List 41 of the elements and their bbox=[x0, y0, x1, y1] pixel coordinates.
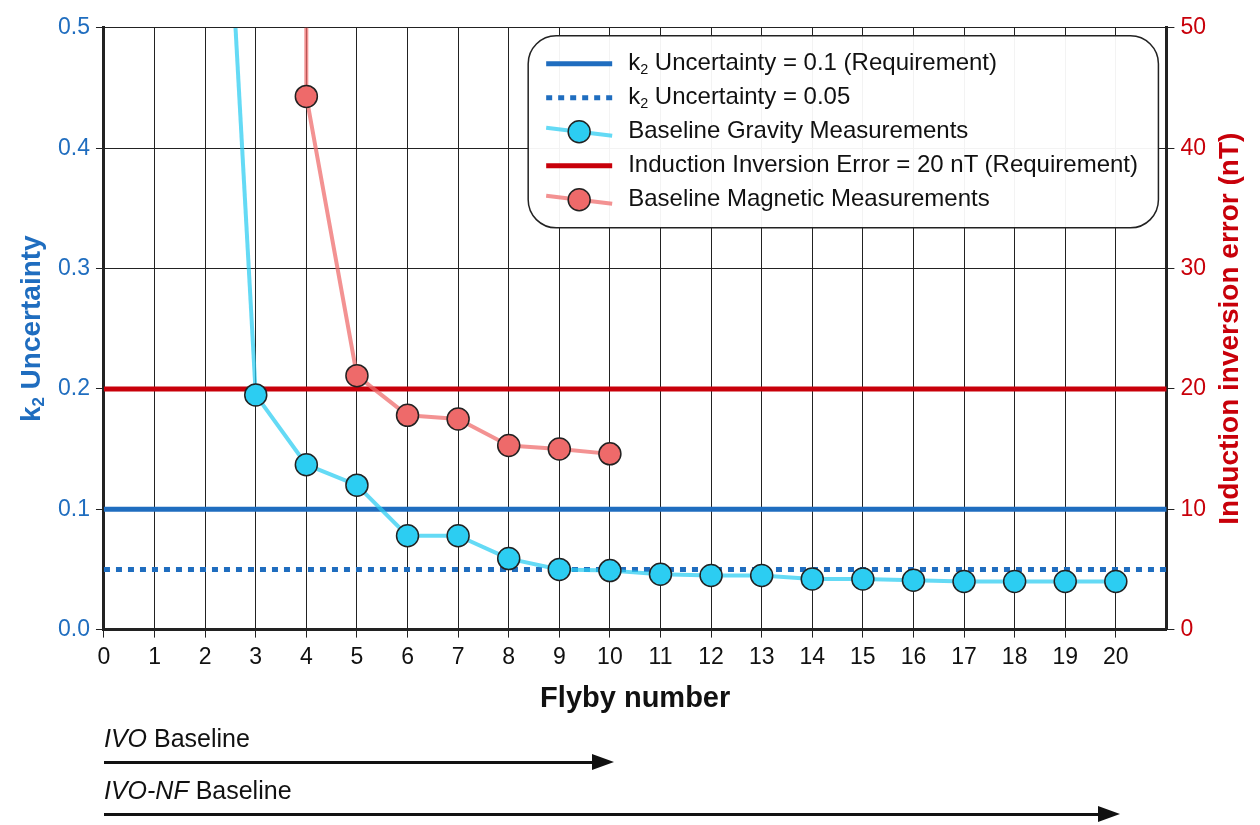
y-tick-label: 0.5 bbox=[57, 13, 90, 40]
y2-tick-label: 20 bbox=[1180, 374, 1207, 401]
x-axis-title: Flyby number bbox=[540, 680, 731, 713]
text: IVO-NF Baseline bbox=[103, 776, 292, 805]
text: IVO Baseline bbox=[103, 724, 250, 753]
x-tick-label: 0 bbox=[97, 642, 111, 669]
x-tick-label: 3 bbox=[249, 642, 263, 669]
x-tick-label: 9 bbox=[552, 642, 566, 669]
x-tick-label: 13 bbox=[748, 642, 775, 669]
x-tick-label: 11 bbox=[648, 642, 673, 669]
x-tick-label: 7 bbox=[451, 642, 465, 669]
y2-tick-label: 10 bbox=[1180, 494, 1207, 521]
x-tick-label: 20 bbox=[1103, 642, 1129, 669]
legend-label: Induction Inversion Error = 20 nT (Requirement) bbox=[628, 150, 1138, 178]
y2-tick-label: 30 bbox=[1180, 253, 1207, 280]
x-tick-label: 14 bbox=[799, 642, 826, 669]
y2-axis-title: Induction inversion error (nT) bbox=[1212, 132, 1244, 525]
y2-tick-label: 0 bbox=[1180, 614, 1194, 641]
legend-label: Baseline Gravity Measurements bbox=[628, 116, 969, 144]
x-tick-label: 17 bbox=[951, 642, 977, 669]
x-tick-label: 1 bbox=[148, 642, 161, 669]
y-tick-label: 0.3 bbox=[57, 253, 90, 280]
x-tick-label: 2 bbox=[198, 642, 212, 669]
x-tick-label: 19 bbox=[1052, 642, 1079, 669]
x-tick-label: 5 bbox=[350, 642, 364, 669]
x-tick-label: 6 bbox=[401, 642, 414, 669]
x-tick-label: 16 bbox=[900, 642, 927, 669]
x-tick-label: 18 bbox=[1001, 642, 1028, 669]
y2-tick-label: 40 bbox=[1180, 133, 1207, 160]
y2-tick-label: 50 bbox=[1180, 13, 1207, 40]
y-tick-label: 0.2 bbox=[57, 374, 90, 401]
y-tick-label: 0.4 bbox=[57, 133, 91, 160]
x-tick-label: 12 bbox=[698, 642, 724, 669]
x-tick-label: 15 bbox=[850, 642, 876, 669]
legend-label: Baseline Magnetic Measurements bbox=[628, 184, 990, 212]
x-tick-label: 10 bbox=[597, 642, 623, 669]
y-tick-label: 0.0 bbox=[57, 614, 90, 641]
y-axis-title: k2 Uncertainty bbox=[14, 234, 48, 423]
x-tick-label: 4 bbox=[299, 642, 313, 669]
x-tick-label: 8 bbox=[502, 642, 516, 669]
y-tick-label: 0.1 bbox=[57, 494, 90, 521]
